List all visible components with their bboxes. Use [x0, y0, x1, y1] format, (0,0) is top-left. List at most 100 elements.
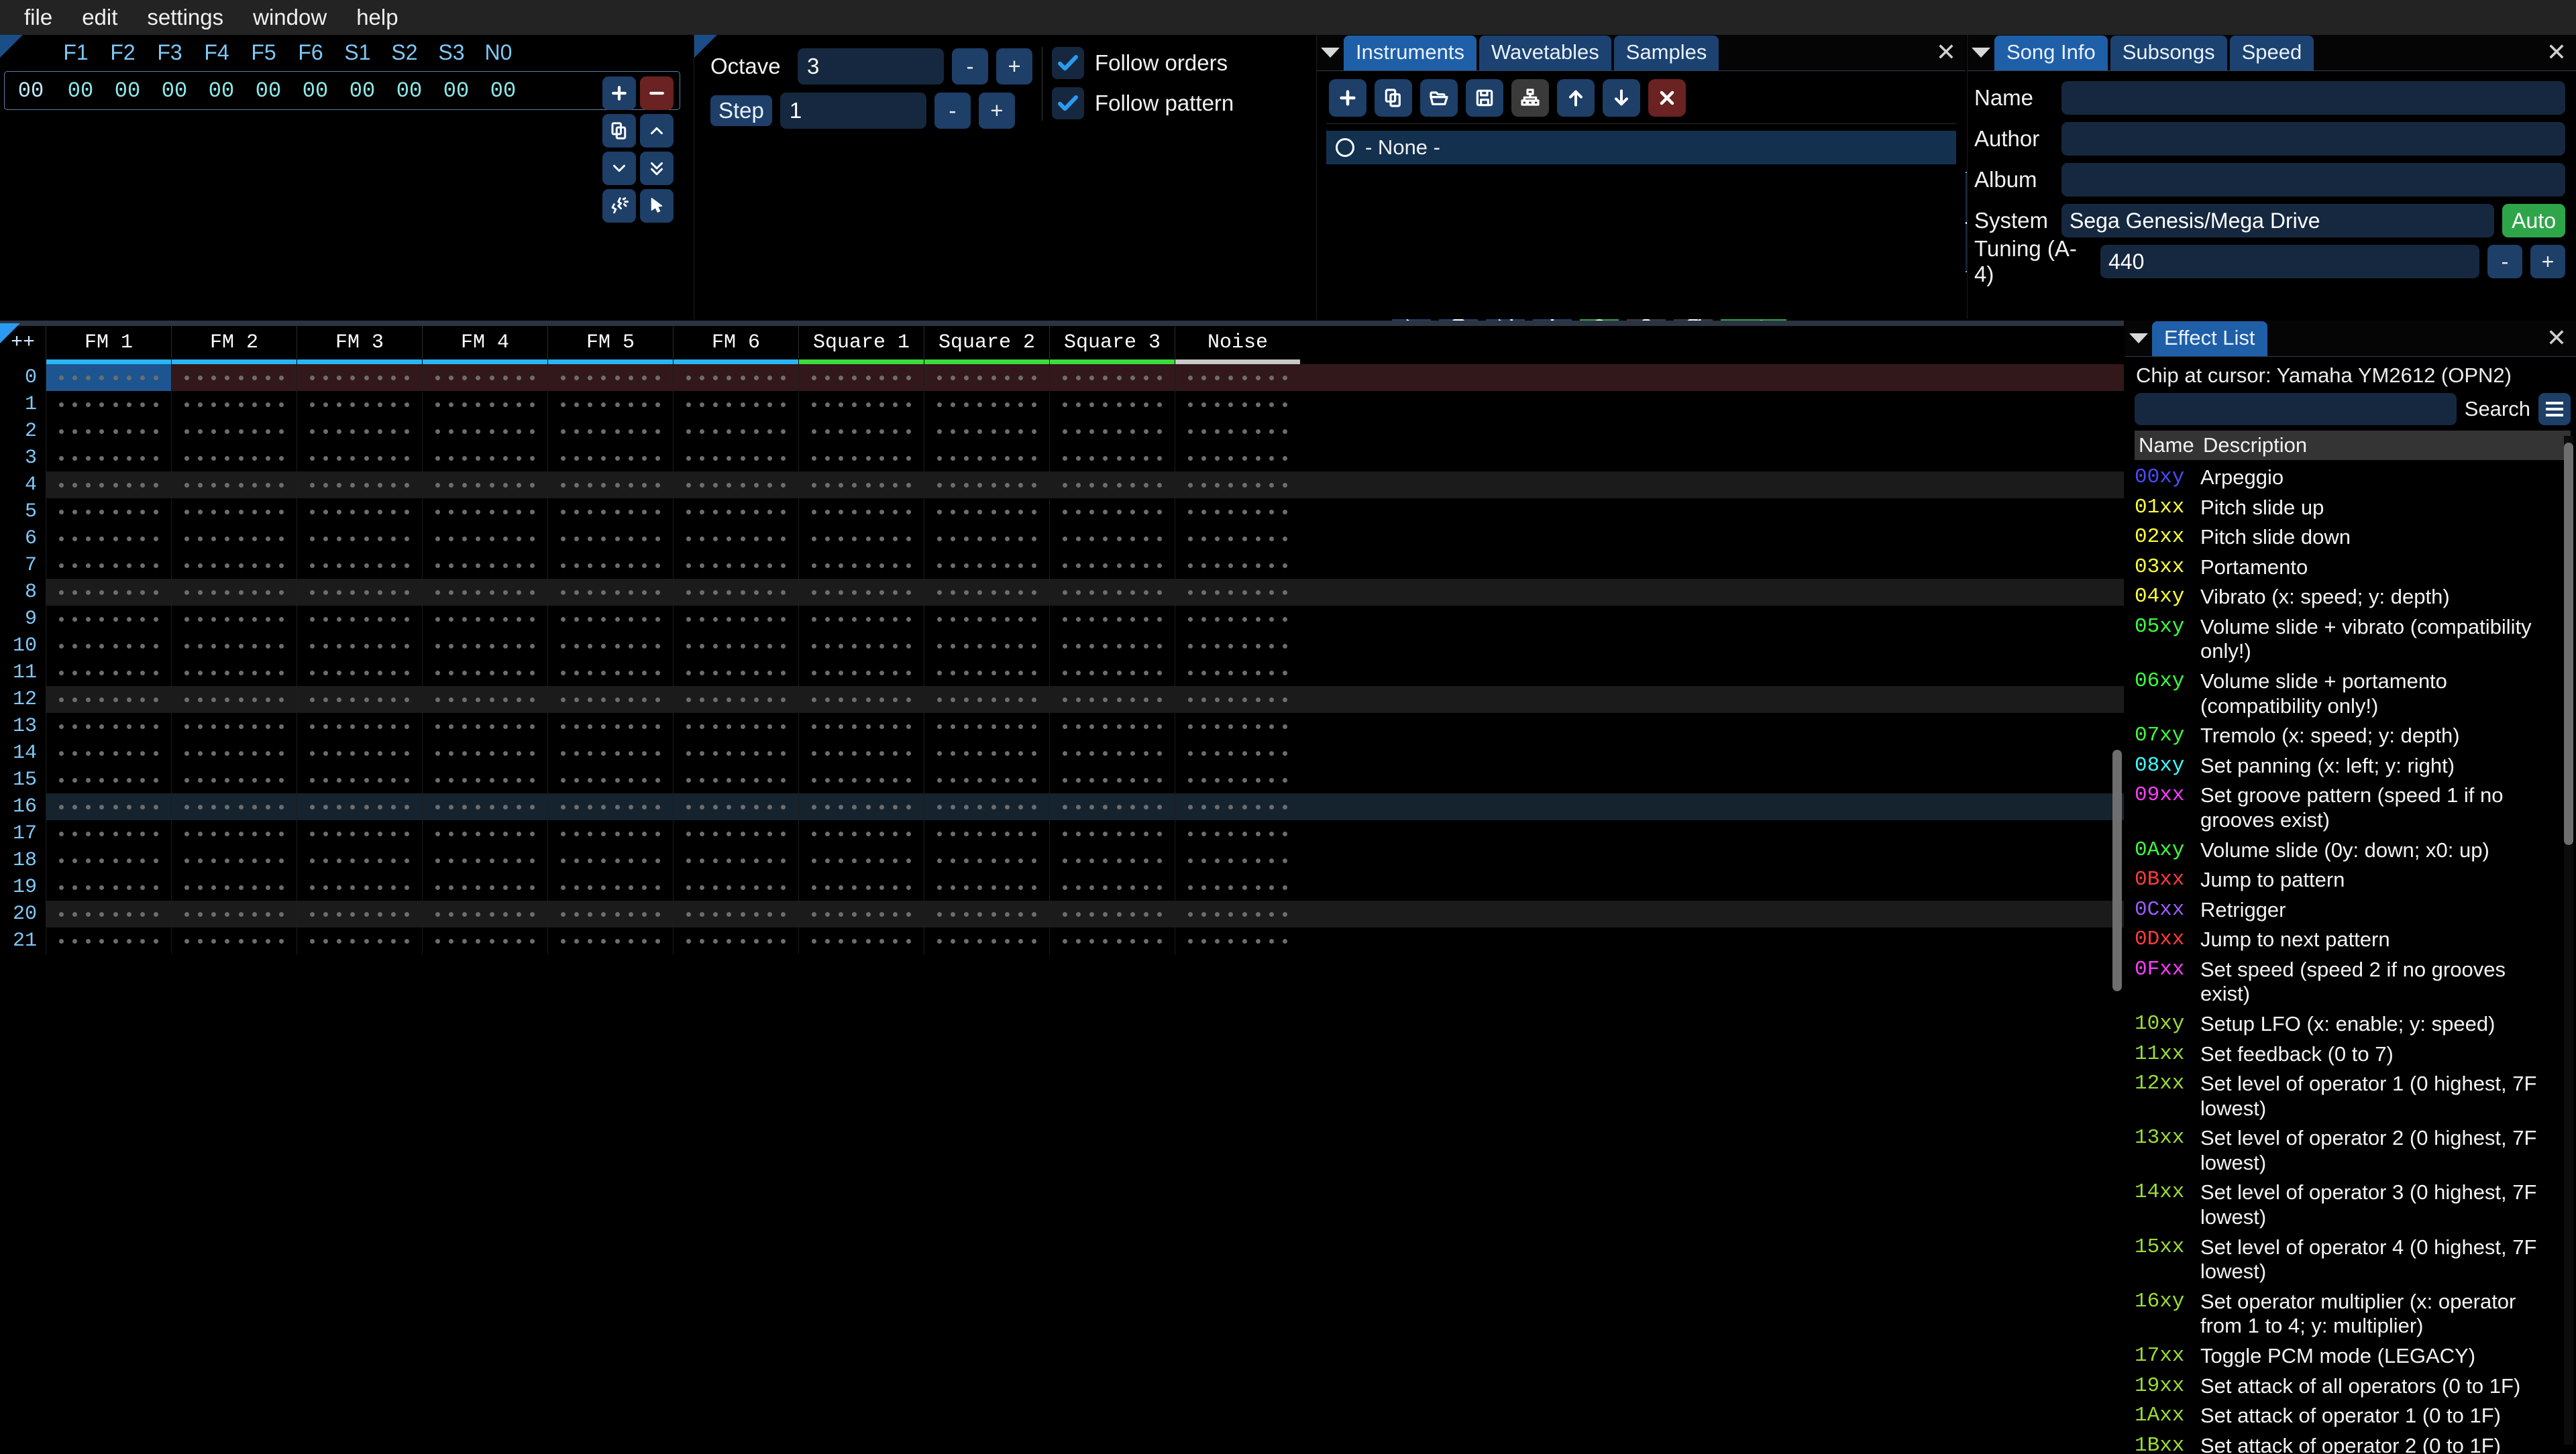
pattern-cell[interactable]	[1175, 740, 1300, 767]
pattern-cell[interactable]	[297, 874, 422, 901]
pattern-cell[interactable]	[798, 552, 924, 579]
pattern-cell[interactable]	[798, 713, 924, 740]
pattern-cell[interactable]	[422, 391, 547, 418]
pattern-cell[interactable]	[798, 874, 924, 901]
pattern-cell[interactable]	[1175, 686, 1300, 713]
pattern-cell[interactable]	[547, 606, 673, 632]
pattern-cell[interactable]	[46, 579, 171, 606]
channel-header-fm-5[interactable]: FM 5	[547, 326, 673, 364]
orders-cell[interactable]: 00	[349, 78, 376, 103]
effect-row[interactable]: 09xx Set groove pattern (speed 1 if no gr…	[2135, 781, 2559, 835]
pattern-cell[interactable]	[1175, 659, 1300, 686]
pattern-cell[interactable]	[422, 445, 547, 471]
pattern-cell[interactable]	[924, 418, 1049, 445]
add-order-button[interactable]	[602, 76, 636, 110]
channel-header-square-2[interactable]: Square 2	[924, 326, 1049, 364]
pattern-cell[interactable]	[924, 767, 1049, 793]
pattern-cell[interactable]	[171, 659, 297, 686]
step-label-button[interactable]: Step	[710, 95, 772, 126]
pattern-cell[interactable]	[673, 579, 798, 606]
pattern-cell[interactable]	[46, 552, 171, 579]
pattern-cell[interactable]	[1175, 364, 1300, 391]
pattern-cell[interactable]	[46, 418, 171, 445]
tab-speed[interactable]: Speed	[2229, 36, 2314, 70]
effect-row[interactable]: 01xx Pitch slide up	[2135, 493, 2559, 523]
tab-instruments[interactable]: Instruments	[1344, 36, 1477, 70]
pattern-row[interactable]: 20	[0, 901, 2124, 928]
pattern-cell[interactable]	[1175, 632, 1300, 659]
pattern-cell[interactable]	[422, 364, 547, 391]
pattern-cell[interactable]	[1175, 391, 1300, 418]
tab-effect-list[interactable]: Effect List	[2152, 321, 2267, 356]
pattern-cell[interactable]	[798, 767, 924, 793]
pattern-cell[interactable]	[673, 364, 798, 391]
pattern-row[interactable]: 21	[0, 928, 2124, 954]
pattern-cell[interactable]	[297, 579, 422, 606]
close-icon[interactable]: ✕	[1935, 38, 1957, 66]
orders-cell[interactable]: 00	[161, 78, 188, 103]
tuning-input[interactable]: 440	[2100, 245, 2479, 278]
pattern-cell[interactable]	[1175, 820, 1300, 847]
pattern-cell[interactable]	[673, 847, 798, 874]
move-order-bottom-button[interactable]	[640, 152, 674, 185]
pattern-cell[interactable]	[171, 713, 297, 740]
follow-pattern-checkbox[interactable]: Follow pattern	[1052, 87, 1234, 119]
pattern-cell[interactable]	[46, 713, 171, 740]
remove-order-button[interactable]	[640, 76, 674, 110]
author-input[interactable]	[2061, 122, 2565, 156]
pattern-cell[interactable]	[798, 525, 924, 552]
effect-row[interactable]: 08xy Set panning (x: left; y: right)	[2135, 751, 2559, 781]
pattern-cell[interactable]	[924, 901, 1049, 928]
pattern-scrollbar-top[interactable]	[0, 321, 2124, 326]
move-instrument-down-button[interactable]	[1603, 79, 1640, 117]
pattern-cell[interactable]	[673, 391, 798, 418]
pattern-cell[interactable]	[547, 498, 673, 525]
pattern-cell[interactable]	[924, 579, 1049, 606]
pattern-cell[interactable]	[673, 713, 798, 740]
pattern-cell[interactable]	[297, 847, 422, 874]
pattern-cell[interactable]	[798, 820, 924, 847]
orders-cell[interactable]: 00	[443, 78, 470, 103]
pattern-cell[interactable]	[297, 552, 422, 579]
effect-row[interactable]: 0Dxx Jump to next pattern	[2135, 925, 2559, 955]
system-input[interactable]: Sega Genesis/Mega Drive	[2061, 204, 2495, 237]
pattern-cell[interactable]	[798, 740, 924, 767]
pattern-cell[interactable]	[46, 686, 171, 713]
close-icon[interactable]: ✕	[2546, 324, 2567, 351]
pattern-cell[interactable]	[297, 901, 422, 928]
pattern-cell[interactable]	[924, 820, 1049, 847]
channel-header-square-1[interactable]: Square 1	[798, 326, 924, 364]
pattern-cell[interactable]	[924, 391, 1049, 418]
pattern-cell[interactable]	[1175, 552, 1300, 579]
pattern-cell[interactable]	[171, 928, 297, 954]
pattern-row[interactable]: 18	[0, 847, 2124, 874]
save-instrument-button[interactable]	[1466, 79, 1503, 117]
effect-row[interactable]: 17xx Toggle PCM mode (LEGACY)	[2135, 1341, 2559, 1372]
pattern-cell[interactable]	[422, 606, 547, 632]
tab-song-info[interactable]: Song Info	[1994, 36, 2108, 70]
pattern-cell[interactable]	[547, 793, 673, 820]
hamburger-menu-icon[interactable]	[2538, 393, 2571, 425]
pattern-cell[interactable]	[46, 874, 171, 901]
pattern-cell[interactable]	[673, 901, 798, 928]
pattern-cell[interactable]	[171, 767, 297, 793]
tab-wavetables[interactable]: Wavetables	[1479, 36, 1611, 70]
effect-list-scrollbar-thumb[interactable]	[2564, 443, 2573, 845]
pattern-cell[interactable]	[547, 659, 673, 686]
pattern-cell[interactable]	[1175, 928, 1300, 954]
pattern-cell[interactable]	[673, 498, 798, 525]
pattern-row[interactable]: 3	[0, 445, 2124, 471]
pattern-cell[interactable]	[171, 471, 297, 498]
pattern-cell[interactable]	[673, 606, 798, 632]
menu-window[interactable]: window	[253, 5, 327, 30]
pattern-cell[interactable]	[1049, 901, 1175, 928]
pattern-cell[interactable]	[297, 767, 422, 793]
pattern-cell[interactable]	[171, 498, 297, 525]
pattern-cell[interactable]	[798, 445, 924, 471]
open-instrument-button[interactable]	[1420, 79, 1458, 117]
pattern-cell[interactable]	[297, 740, 422, 767]
pattern-cell[interactable]	[547, 364, 673, 391]
pattern-cell[interactable]	[1049, 793, 1175, 820]
pattern-cell[interactable]	[547, 632, 673, 659]
pattern-row[interactable]: 11	[0, 659, 2124, 686]
